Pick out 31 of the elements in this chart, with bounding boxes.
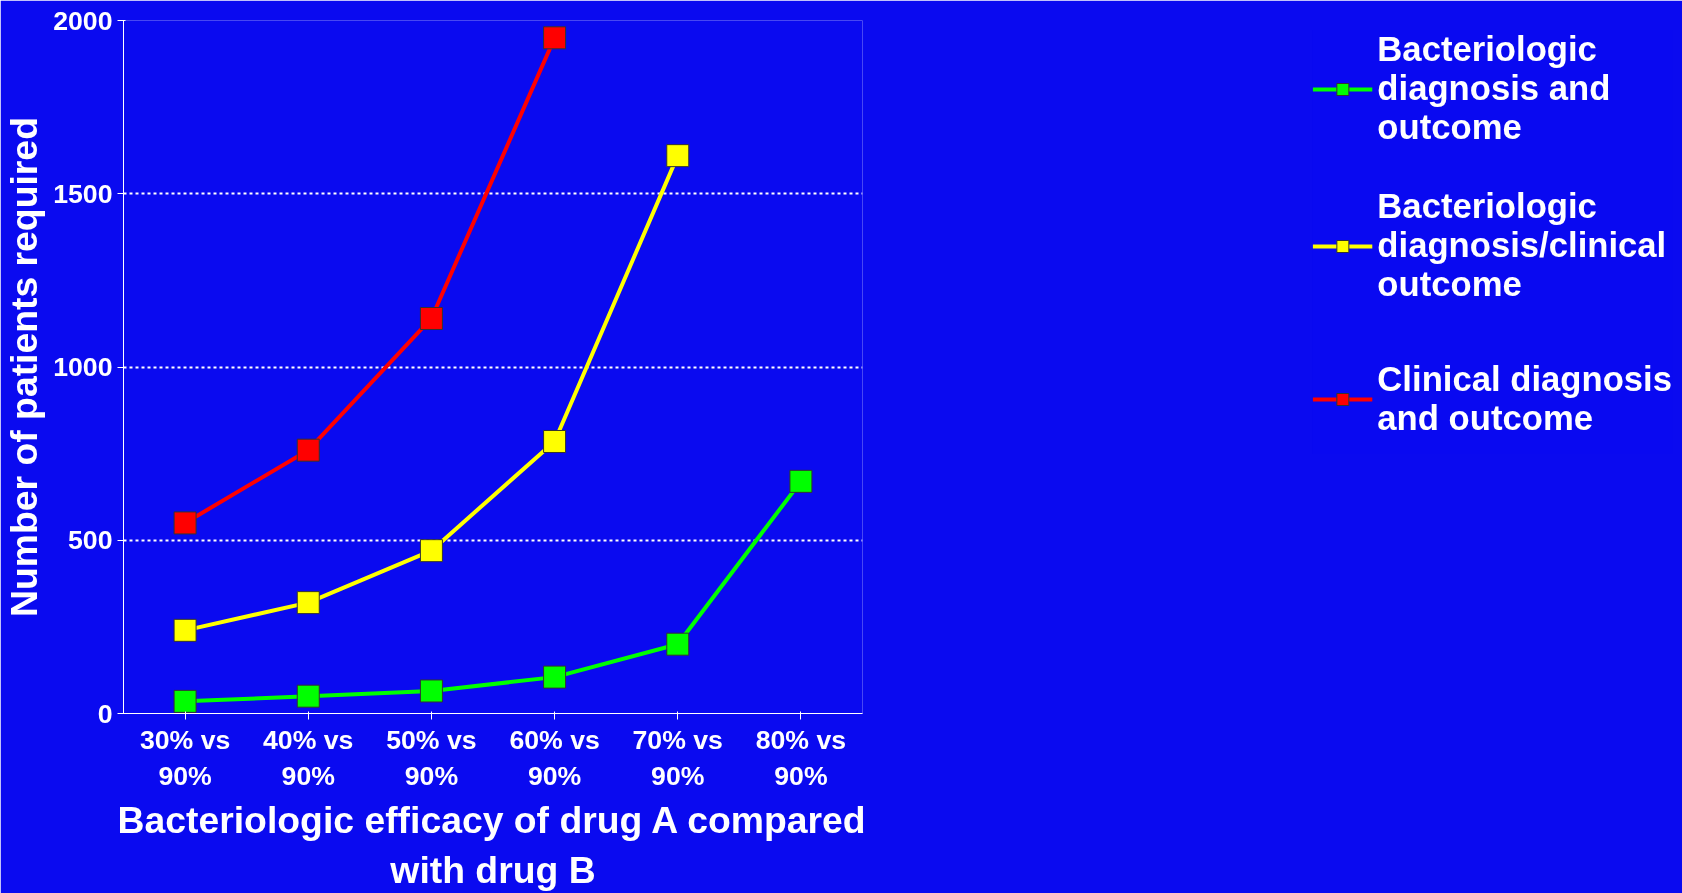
x-axis-title: Bacteriologic efficacy of drug A compared with drug B: [117, 798, 866, 891]
y-tick-label: 1500: [53, 178, 113, 209]
x-tick-label: 80% vs 90%: [755, 724, 847, 791]
y-tick-label: 2000: [53, 5, 113, 36]
point: [543, 26, 567, 50]
point: [789, 469, 813, 493]
point: [666, 632, 690, 656]
y-axis-title: Number of patients required: [3, 117, 46, 617]
point: [543, 430, 567, 453]
point: [173, 689, 197, 713]
legend-label: Bacteriologic diagnosis and outcome: [1377, 30, 1611, 147]
point: [173, 511, 197, 535]
point: [543, 665, 567, 689]
x-tick-label: 30% vs 90%: [139, 724, 231, 791]
x-tick-label: 70% vs 90%: [632, 724, 723, 791]
x-tick-label: 50% vs 90%: [386, 724, 477, 791]
x-tick-label: 60% vs 90%: [509, 724, 600, 791]
legend-label: Clinical diagnosis and outcome: [1377, 359, 1672, 439]
point: [296, 591, 320, 615]
point: [419, 306, 443, 330]
point: [419, 539, 443, 563]
point: [296, 684, 320, 708]
x-tick-label: 40% vs 90%: [263, 724, 354, 791]
y-tick-label: 500: [68, 525, 113, 556]
y-tick-label: 0: [97, 698, 113, 729]
point: [296, 438, 320, 462]
point: [419, 679, 443, 703]
point: [666, 144, 690, 168]
y-tick-label: 1000: [53, 352, 113, 382]
point: [173, 618, 197, 642]
legend-label: Bacteriologic diagnosis/clinical outcome: [1377, 187, 1667, 304]
